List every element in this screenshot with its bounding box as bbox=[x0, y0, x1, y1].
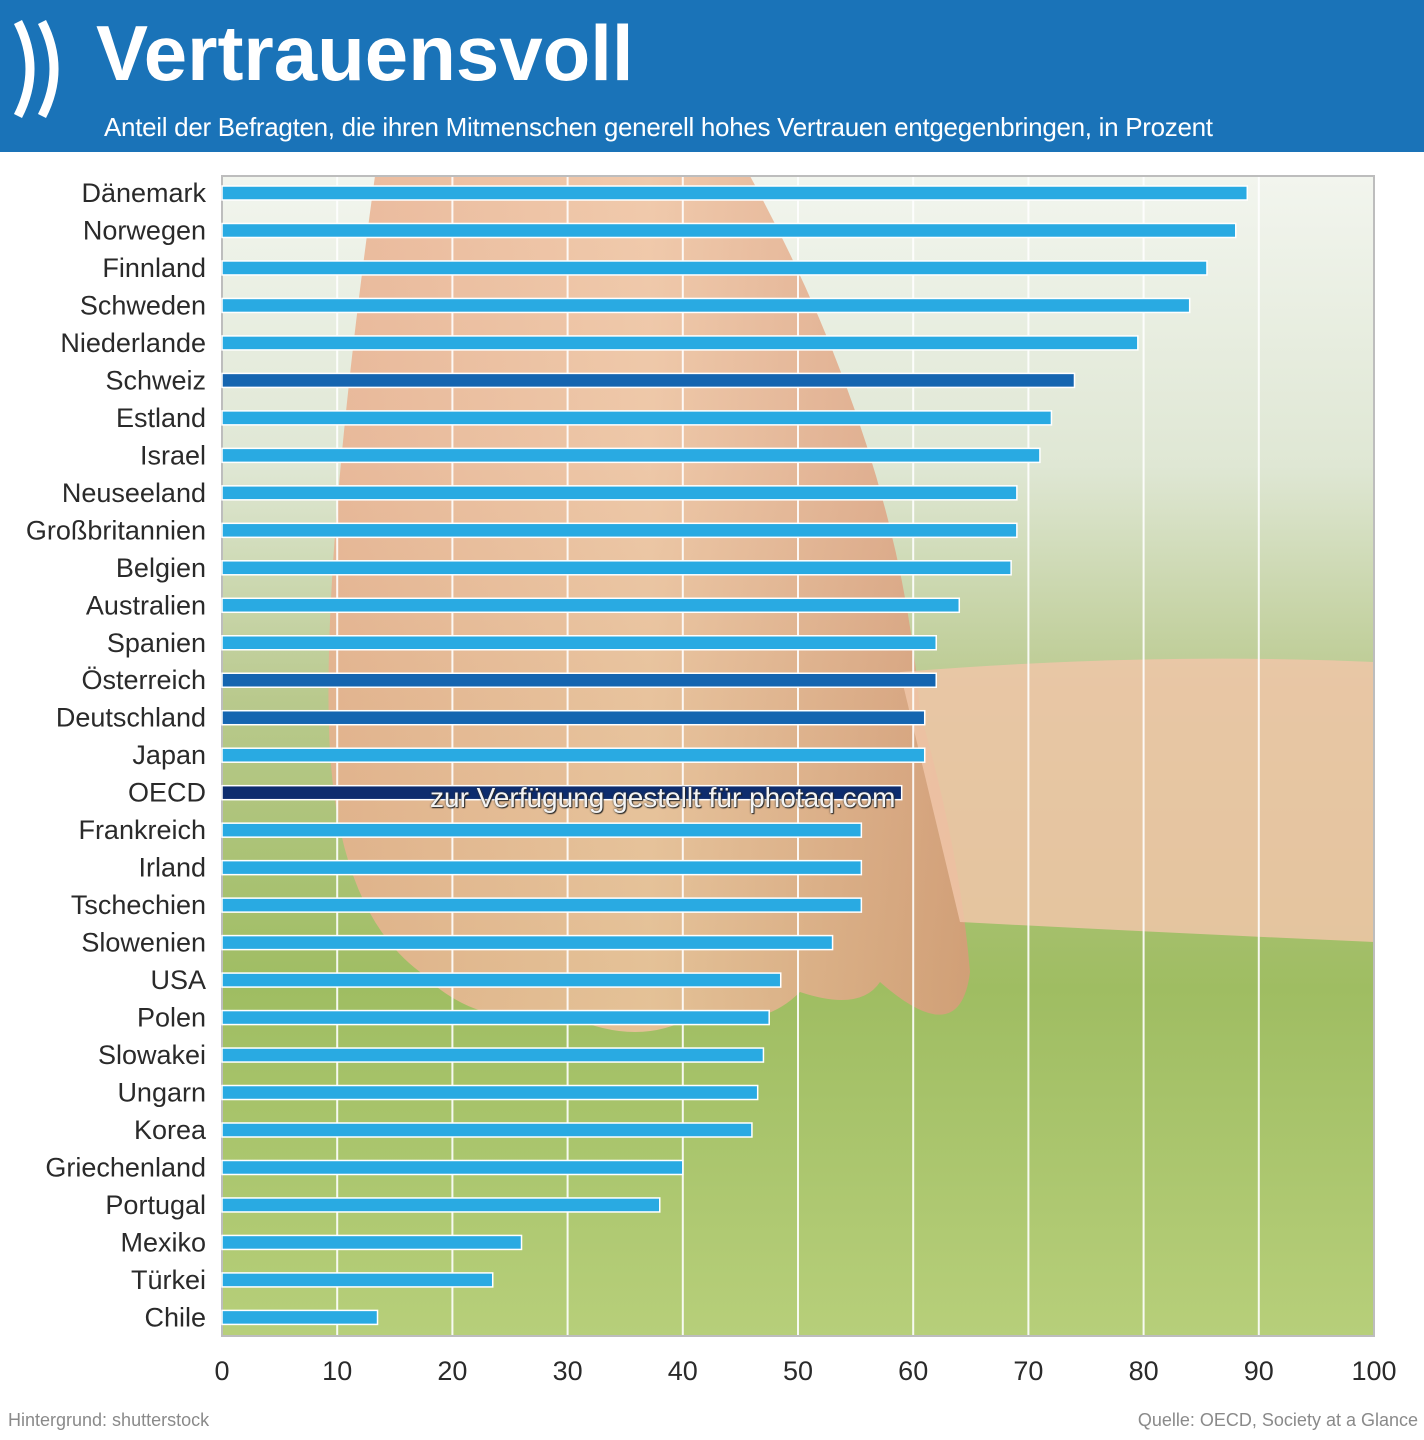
bar bbox=[221, 447, 1041, 464]
bar bbox=[221, 1234, 523, 1251]
category-label: Israel bbox=[140, 440, 206, 470]
bar bbox=[221, 185, 1249, 201]
category-label: Mexiko bbox=[120, 1227, 206, 1257]
category-label: OECD bbox=[128, 778, 206, 808]
category-label: Griechenland bbox=[45, 1152, 206, 1182]
watermark: zur Verfügung gestellt für photaq.com bbox=[430, 782, 896, 813]
category-label: USA bbox=[150, 965, 206, 995]
bar bbox=[221, 260, 1208, 276]
category-label: Großbritannien bbox=[26, 515, 206, 545]
bar bbox=[221, 822, 863, 838]
category-label: Belgien bbox=[116, 553, 206, 583]
bar bbox=[221, 784, 903, 801]
category-label: Australien bbox=[86, 590, 206, 620]
bar bbox=[221, 747, 926, 763]
category-label: Tschechien bbox=[71, 890, 206, 920]
category-label: Niederlande bbox=[60, 328, 206, 358]
category-label: Norwegen bbox=[83, 215, 206, 245]
category-label: Ungarn bbox=[117, 1078, 206, 1108]
category-label: Irland bbox=[138, 853, 206, 883]
category-label: Korea bbox=[134, 1115, 207, 1145]
bars bbox=[221, 185, 1249, 1326]
category-label: Schweden bbox=[80, 290, 206, 320]
bar bbox=[221, 1309, 379, 1326]
bar bbox=[221, 410, 1053, 426]
bar bbox=[221, 1047, 765, 1063]
bar-chart: Dänemark Norwegen Finnland Schweden Niederla… bbox=[26, 175, 1397, 1386]
bar bbox=[221, 1009, 770, 1026]
bar bbox=[221, 372, 1076, 389]
category-label: Slowenien bbox=[81, 928, 206, 958]
category-label: Spanien bbox=[107, 628, 206, 658]
header-banner: Vertrauensvoll Anteil der Befragten, die… bbox=[0, 0, 1424, 152]
x-tick-label: 60 bbox=[898, 1356, 928, 1386]
x-tick-label: 80 bbox=[1129, 1356, 1159, 1386]
bar bbox=[221, 897, 863, 913]
category-label: Türkei bbox=[131, 1265, 206, 1295]
bar bbox=[221, 222, 1237, 239]
bar bbox=[221, 1197, 661, 1213]
category-label: Frankreich bbox=[78, 815, 206, 845]
bar bbox=[221, 335, 1139, 351]
background-credit: Hintergrund: shutterstock bbox=[8, 1410, 210, 1430]
category-label: Dänemark bbox=[81, 178, 206, 208]
x-tick-label: 70 bbox=[1013, 1356, 1043, 1386]
category-label: Slowakei bbox=[98, 1040, 206, 1070]
chart-title: Vertrauensvoll bbox=[96, 9, 634, 97]
bar bbox=[221, 1122, 753, 1138]
category-label: Österreich bbox=[81, 665, 206, 695]
category-label: Portugal bbox=[105, 1190, 206, 1220]
x-tick-label: 0 bbox=[214, 1356, 229, 1386]
x-tick-label: 20 bbox=[437, 1356, 467, 1386]
bar bbox=[221, 709, 926, 726]
category-label: Deutschland bbox=[56, 703, 206, 733]
bar bbox=[221, 859, 863, 876]
bar bbox=[221, 672, 937, 688]
category-label: Chile bbox=[144, 1302, 206, 1332]
chart-subtitle: Anteil der Befragten, die ihren Mitmensc… bbox=[104, 112, 1213, 142]
source-note: Quelle: OECD, Society at a Glance bbox=[1137, 1410, 1418, 1430]
x-axis-ticks: 0 10 20 30 40 50 60 70 80 90 100 bbox=[214, 1356, 1396, 1386]
bar bbox=[221, 597, 961, 614]
category-label: Estland bbox=[116, 403, 206, 433]
oecd-logo-icon bbox=[13, 19, 59, 119]
x-tick-label: 10 bbox=[322, 1356, 352, 1386]
bar bbox=[221, 485, 1018, 501]
category-label: Neuseeland bbox=[62, 478, 206, 508]
category-label: Finnland bbox=[102, 253, 206, 283]
bar bbox=[221, 560, 1012, 576]
category-labels: Dänemark Norwegen Finnland Schweden Niederla… bbox=[26, 178, 207, 1332]
bar bbox=[221, 1272, 494, 1288]
category-label: Schweiz bbox=[105, 365, 206, 395]
bar bbox=[221, 635, 937, 651]
bar bbox=[221, 934, 834, 951]
bar bbox=[221, 522, 1018, 539]
category-label: Japan bbox=[132, 740, 206, 770]
bar bbox=[221, 297, 1191, 314]
x-tick-label: 30 bbox=[553, 1356, 583, 1386]
category-label: Polen bbox=[137, 1003, 206, 1033]
bar bbox=[221, 1159, 684, 1176]
x-tick-label: 40 bbox=[668, 1356, 698, 1386]
x-tick-label: 50 bbox=[783, 1356, 813, 1386]
x-tick-label: 100 bbox=[1351, 1356, 1396, 1386]
x-tick-label: 90 bbox=[1244, 1356, 1274, 1386]
bar bbox=[221, 1084, 759, 1101]
bar bbox=[221, 972, 782, 988]
